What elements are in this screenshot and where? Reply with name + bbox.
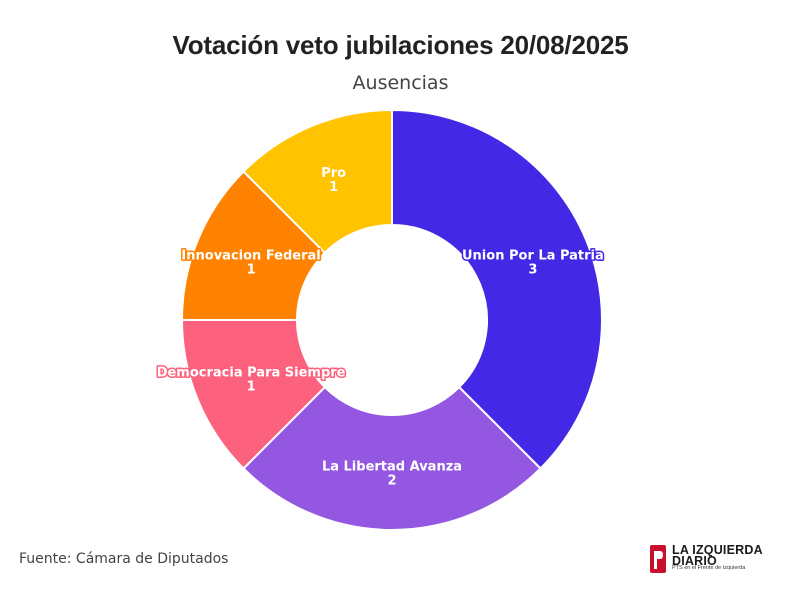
chart-title: Votación veto jubilaciones 20/08/2025 <box>172 30 629 60</box>
slice-label-innovacion-federal: Innovacion Federal <box>181 249 320 264</box>
slice-label-democracia-para-siempre: Democracia Para Siempre <box>157 365 346 380</box>
slice-value-pro: 1 <box>329 180 338 195</box>
slice-value-union-por-la-patria: 3 <box>528 263 537 278</box>
logo-tagline: PTS en el Frente de Izquierda <box>672 565 746 571</box>
source-note: Fuente: Cámara de Diputados <box>19 551 229 567</box>
logo-name-line1: LA IZQUIERDA <box>672 543 763 557</box>
slice-label-la-libertad-avanza: La Libertad Avanza <box>322 460 462 475</box>
logo-name: LA IZQUIERDA DIARIO <box>672 543 763 571</box>
slice-value-democracia-para-siempre: 1 <box>247 379 256 394</box>
slice-label-pro: Pro <box>321 166 346 181</box>
slice-la-libertad-avanza <box>242 385 542 531</box>
logo-mark-icon <box>650 545 666 573</box>
publisher-logo: LA IZQUIERDA DIARIO PTS en el Frente de … <box>650 543 780 579</box>
donut-slices <box>180 108 603 531</box>
chart-subtitle: Ausencias <box>352 72 449 94</box>
slice-union-por-la-patria <box>391 108 603 470</box>
slice-value-innovacion-federal: 1 <box>247 263 256 278</box>
slice-value-la-libertad-avanza: 2 <box>387 474 396 489</box>
slice-pro <box>242 108 393 255</box>
logo-name-line2: DIARIO <box>672 554 717 568</box>
slice-label-union-por-la-patria: Union Por La Patria <box>462 249 604 264</box>
